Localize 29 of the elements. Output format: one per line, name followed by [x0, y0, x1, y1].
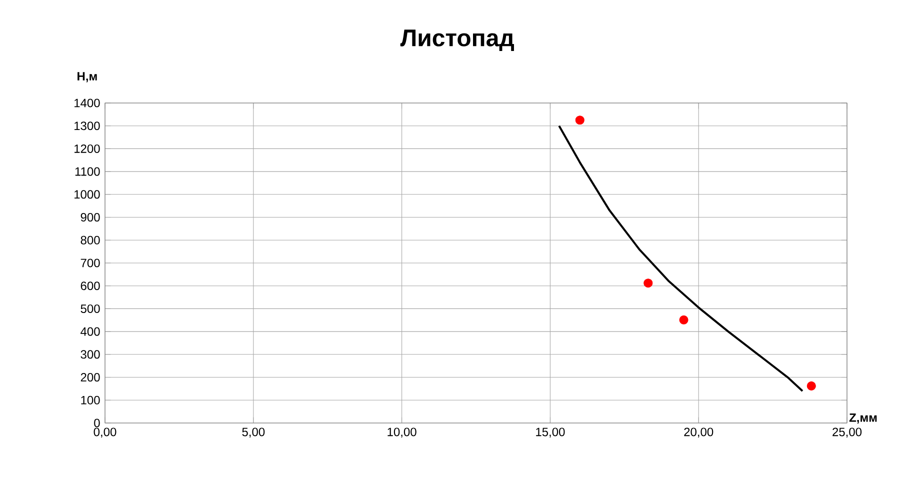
- y-tick-label: 1400: [74, 98, 100, 108]
- y-tick-label: 700: [80, 258, 100, 268]
- y-tick-label: 100: [81, 396, 100, 404]
- y-tick-label: 1200: [74, 144, 100, 153]
- x-axis-title: Z,мм: [849, 413, 877, 424]
- y-tick-label: 1300: [74, 122, 100, 130]
- y-tick-label: 600: [80, 282, 100, 290]
- x-tick-label: 5,00: [242, 428, 265, 438]
- y-tick-label: 900: [80, 213, 100, 222]
- x-tick-label: 10,00: [388, 428, 416, 438]
- point: [644, 278, 653, 288]
- point: [575, 116, 584, 125]
- point: [806, 381, 816, 390]
- chart-title: Листопад: [400, 30, 514, 51]
- y-tick-label: 1000: [74, 190, 100, 199]
- y-tick-label: 200: [80, 373, 100, 382]
- x-tick-label: 20,00: [684, 428, 714, 438]
- y-tick-label: 0: [94, 418, 100, 428]
- y-tick-label: 300: [80, 350, 100, 359]
- line-series: [558, 124, 804, 392]
- y-axis-title: Н,м: [78, 72, 97, 82]
- y-tick-label: 1100: [75, 167, 100, 176]
- y-tick-label: 800: [80, 236, 100, 244]
- y-tick-label: 500: [80, 304, 100, 313]
- point: [679, 315, 688, 324]
- x-tick-label: 15,00: [536, 428, 565, 438]
- x-tick-label: 25,00: [832, 428, 862, 438]
- y-tick-label: 400: [80, 327, 100, 336]
- x-tick-label: 0,00: [94, 428, 116, 438]
